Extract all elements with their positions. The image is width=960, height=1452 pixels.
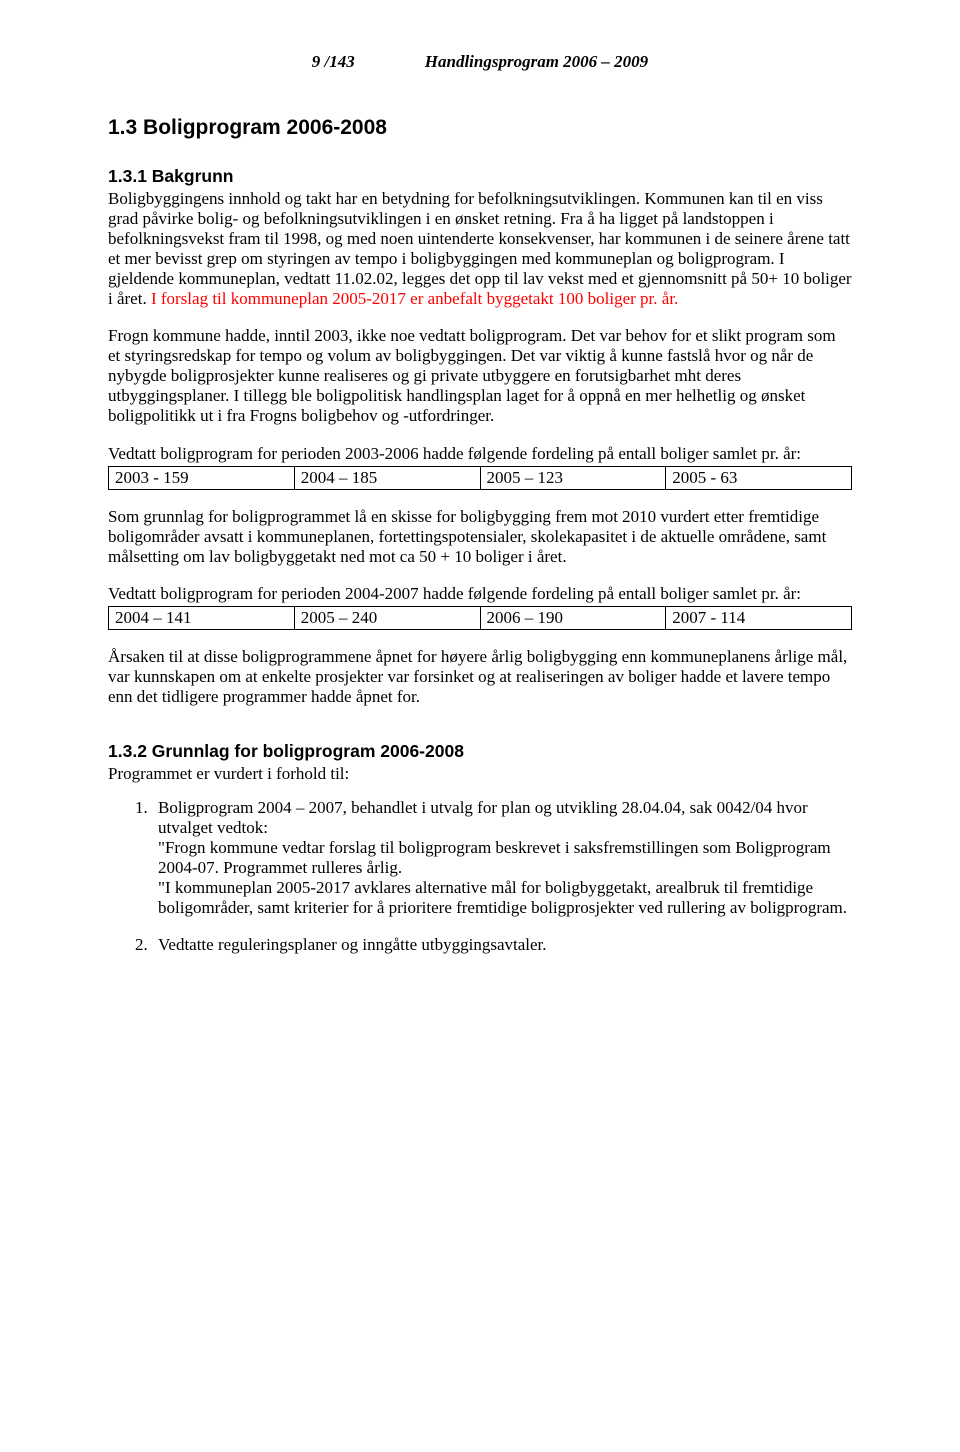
paragraph-text-highlight: I forslag til kommuneplan 2005-2017 er a… bbox=[151, 289, 678, 308]
table-cell: 2007 - 114 bbox=[666, 606, 852, 629]
table-cell: 2004 – 141 bbox=[109, 606, 295, 629]
table-row: 2004 – 141 2005 – 240 2006 – 190 2007 - … bbox=[109, 606, 852, 629]
bolig-table-2003-2006: 2003 - 159 2004 – 185 2005 – 123 2005 - … bbox=[108, 466, 852, 490]
criteria-list: Boligprogram 2004 – 2007, behandlet i ut… bbox=[108, 798, 852, 955]
table-row: 2003 - 159 2004 – 185 2005 – 123 2005 - … bbox=[109, 466, 852, 489]
paragraph: Vedtatt boligprogram for perioden 2004-2… bbox=[108, 584, 852, 604]
list-item-text: Vedtatte reguleringsplaner og inngåtte u… bbox=[158, 935, 852, 955]
list-item-text: "Frogn kommune vedtar forslag til boligp… bbox=[158, 838, 852, 878]
page-header: 9 /143 Handlingsprogram 2006 – 2009 bbox=[108, 52, 852, 72]
table-cell: 2005 – 240 bbox=[294, 606, 480, 629]
paragraph: Boligbyggingens innhold og takt har en b… bbox=[108, 189, 852, 309]
table-cell: 2004 – 185 bbox=[294, 466, 480, 489]
table-cell: 2005 - 63 bbox=[666, 466, 852, 489]
section-1-3-heading: 1.3 Boligprogram 2006-2008 bbox=[108, 116, 852, 140]
paragraph: Vedtatt boligprogram for perioden 2003-2… bbox=[108, 444, 852, 464]
section-1-3-1-heading: 1.3.1 Bakgrunn bbox=[108, 166, 852, 187]
list-item: Vedtatte reguleringsplaner og inngåtte u… bbox=[152, 935, 852, 955]
page-number-ref: 9 /143 bbox=[312, 52, 355, 72]
document-title: Handlingsprogram 2006 – 2009 bbox=[425, 52, 648, 72]
paragraph: Som grunnlag for boligprogrammet lå en s… bbox=[108, 507, 852, 567]
section-1-3-2-heading: 1.3.2 Grunnlag for boligprogram 2006-200… bbox=[108, 741, 852, 762]
document-page: 9 /143 Handlingsprogram 2006 – 2009 1.3 … bbox=[0, 0, 960, 1452]
table-cell: 2006 – 190 bbox=[480, 606, 666, 629]
list-item-text: Boligprogram 2004 – 2007, behandlet i ut… bbox=[158, 798, 852, 838]
paragraph: Programmet er vurdert i forhold til: bbox=[108, 764, 852, 784]
paragraph: Årsaken til at disse boligprogrammene åp… bbox=[108, 647, 852, 707]
table-cell: 2003 - 159 bbox=[109, 466, 295, 489]
paragraph: Frogn kommune hadde, inntil 2003, ikke n… bbox=[108, 326, 852, 426]
list-item-text: "I kommuneplan 2005-2017 avklares altern… bbox=[158, 878, 852, 918]
list-item: Boligprogram 2004 – 2007, behandlet i ut… bbox=[152, 798, 852, 918]
bolig-table-2004-2007: 2004 – 141 2005 – 240 2006 – 190 2007 - … bbox=[108, 606, 852, 630]
table-cell: 2005 – 123 bbox=[480, 466, 666, 489]
